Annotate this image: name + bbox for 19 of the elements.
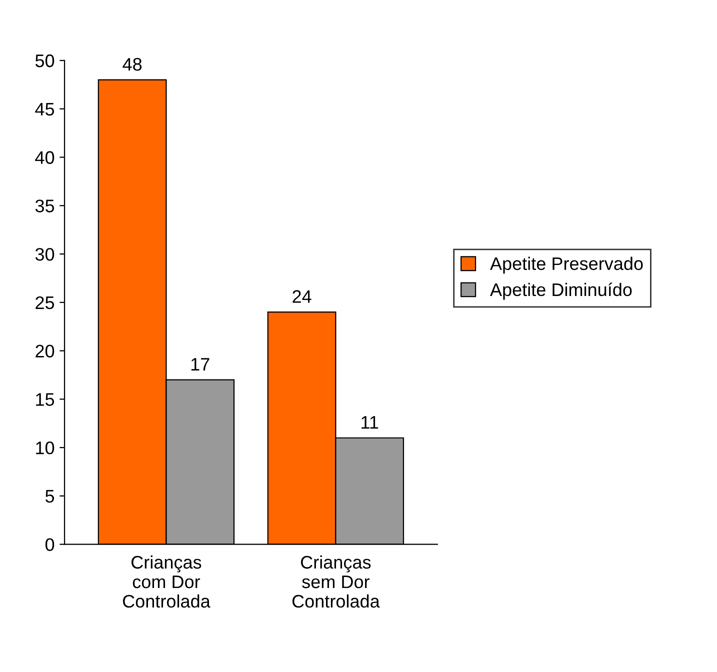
data-label: 17 <box>191 358 210 371</box>
y-tick-label: 0 <box>45 538 54 552</box>
y-tick-label: 25 <box>36 296 54 310</box>
data-label: 48 <box>122 58 142 71</box>
legend-label: Apetite Preservado <box>490 256 643 274</box>
y-tick-label: 15 <box>36 393 54 406</box>
x-tick-label: Crianças com Dor Controlada <box>122 555 210 608</box>
data-label: 24 <box>292 290 312 303</box>
legend-label: Apetite Diminuído <box>490 282 632 300</box>
y-tick-label: 20 <box>36 344 54 358</box>
y-tick-label: 50 <box>35 54 54 68</box>
y-tick-label: 30 <box>35 248 54 261</box>
y-tick-label: 45 <box>35 102 54 116</box>
y-tick-label: 40 <box>35 151 54 164</box>
x-tick-label: Crianças sem Dor Controlada <box>292 555 380 608</box>
y-tick-label: 35 <box>35 200 54 212</box>
data-label: 11 <box>362 416 378 429</box>
y-tick-label: 10 <box>36 441 54 454</box>
y-tick-label: 5 <box>45 490 54 503</box>
